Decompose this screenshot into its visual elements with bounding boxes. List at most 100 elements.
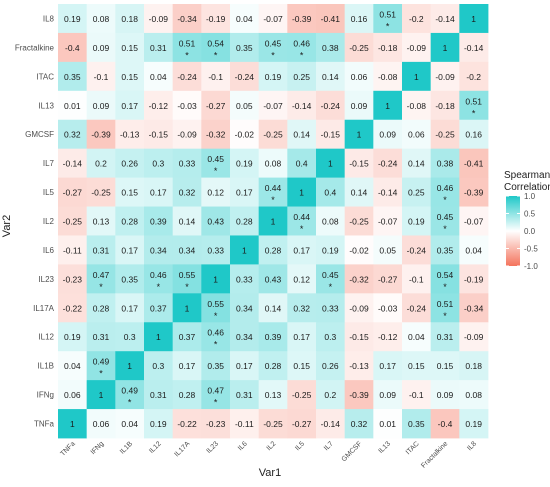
cell-value-label: 0.15	[293, 361, 310, 371]
heatmap-cell	[144, 177, 174, 207]
heatmap-cell	[287, 4, 317, 34]
cell-value-label: 0.25	[408, 188, 425, 198]
heatmap-cell	[115, 206, 145, 236]
heatmap-cell	[144, 90, 174, 121]
heatmap-cell	[316, 235, 346, 265]
heatmap-cell	[86, 380, 116, 410]
heatmap-cell	[287, 351, 317, 381]
cell-value-label: 0.31	[150, 390, 167, 400]
heatmap-cell	[459, 4, 489, 34]
cell-value-label: 0.14	[322, 72, 339, 82]
heatmap-cell	[201, 32, 231, 63]
cell-value-label: 0.28	[265, 245, 282, 255]
heatmap-cell	[230, 351, 260, 381]
heatmap-cell	[287, 119, 317, 150]
heatmap-cell	[144, 119, 174, 150]
heatmap-cell	[287, 380, 317, 410]
heatmap-cell	[144, 322, 174, 352]
cell-value-label: -0.25	[435, 130, 455, 140]
heatmap-cell	[230, 206, 260, 236]
cell-value-label: 0.05	[236, 101, 253, 111]
significance-star: *	[472, 108, 476, 118]
cell-value-label: 1	[70, 419, 75, 429]
legend-tick-label: 1.0	[524, 192, 536, 201]
heatmap-cell	[201, 322, 231, 352]
cell-value-label: 1	[385, 101, 390, 111]
cell-value-label: 0.45	[265, 38, 282, 48]
heatmap-cell	[115, 409, 145, 439]
cell-value-label: 0.46	[207, 328, 224, 338]
cell-value-label: 0.17	[121, 245, 138, 255]
heatmap-cell	[201, 351, 231, 381]
heatmap-cell	[86, 351, 116, 381]
heatmap-cell	[459, 409, 489, 439]
heatmap-cell	[172, 90, 202, 121]
y-tick-label: IL6	[43, 246, 55, 255]
heatmap-cell	[373, 235, 403, 265]
significance-star: *	[99, 369, 103, 379]
cell-value-label: 0.15	[121, 188, 138, 198]
cell-value-label: -0.11	[63, 245, 82, 255]
cell-value-label: 0.15	[408, 361, 425, 371]
heatmap-cell	[373, 351, 403, 381]
cell-value-label: 0.13	[93, 217, 110, 227]
heatmap-cell	[230, 4, 260, 34]
cell-value-label: 0.28	[236, 217, 253, 227]
significance-star: *	[329, 282, 333, 292]
heatmap-cell	[230, 322, 260, 352]
heatmap-cell	[144, 235, 174, 265]
significance-star: *	[300, 224, 304, 234]
cell-value-label: -0.24	[235, 72, 255, 82]
cell-value-label: 0.31	[437, 332, 454, 342]
cell-value-label: 0.08	[265, 159, 282, 169]
heatmap-cell	[430, 351, 460, 381]
heatmap-cell	[287, 90, 317, 121]
cell-value-label: 1	[357, 130, 362, 140]
heatmap-cell	[430, 293, 460, 323]
cell-value-label: 0.01	[64, 101, 81, 111]
y-tick-label: IL5	[43, 188, 55, 197]
heatmap-cell	[58, 90, 88, 121]
cell-value-label: 0.19	[64, 332, 81, 342]
cell-value-label: -0.24	[407, 245, 427, 255]
cell-value-label: 0.51	[379, 9, 396, 19]
cell-value-label: 0.17	[379, 361, 396, 371]
y-tick-label: IL13	[38, 101, 54, 110]
cell-value-label: -0.03	[177, 101, 197, 111]
cell-value-label: -0.34	[464, 303, 484, 313]
cell-value-label: 0.09	[379, 130, 396, 140]
heatmap-cell	[373, 293, 403, 323]
cell-value-label: 1	[156, 332, 161, 342]
cell-value-label: 0.35	[408, 419, 425, 429]
heatmap-cell	[58, 351, 88, 381]
heatmap-cell	[115, 32, 145, 63]
heatmap-cell	[344, 293, 374, 323]
heatmap-cell	[402, 148, 432, 178]
heatmap-cell	[115, 293, 145, 323]
heatmap-cell	[430, 409, 460, 439]
cell-value-label: 0.46	[293, 38, 310, 48]
heatmap-cell	[373, 119, 403, 150]
heatmap-cell	[172, 4, 202, 34]
heatmap-cell	[201, 264, 231, 294]
heatmap-cell	[172, 206, 202, 236]
heatmap-cell	[316, 148, 346, 178]
cell-value-label: -0.09	[435, 72, 455, 82]
heatmap-cell	[459, 148, 489, 178]
heatmap-cell	[258, 380, 288, 410]
cell-value-label: -0.15	[321, 130, 341, 140]
cell-value-label: 0.19	[465, 419, 482, 429]
cell-value-label: 0.17	[236, 188, 253, 198]
heatmap-cell	[459, 32, 489, 63]
heatmap-cell	[316, 177, 346, 207]
legend-title-line-2: Correlation	[504, 182, 550, 193]
cell-value-label: 1	[328, 159, 333, 169]
cell-value-label: -0.14	[321, 419, 341, 429]
cell-value-label: -0.4	[438, 419, 453, 429]
heatmap-cell	[86, 264, 116, 294]
cell-value-label: 0.51	[179, 38, 196, 48]
cell-value-label: -0.25	[263, 130, 283, 140]
cell-value-label: 0.46	[437, 183, 454, 193]
heatmap-cell	[459, 90, 489, 121]
cell-value-label: 0.08	[93, 14, 110, 24]
